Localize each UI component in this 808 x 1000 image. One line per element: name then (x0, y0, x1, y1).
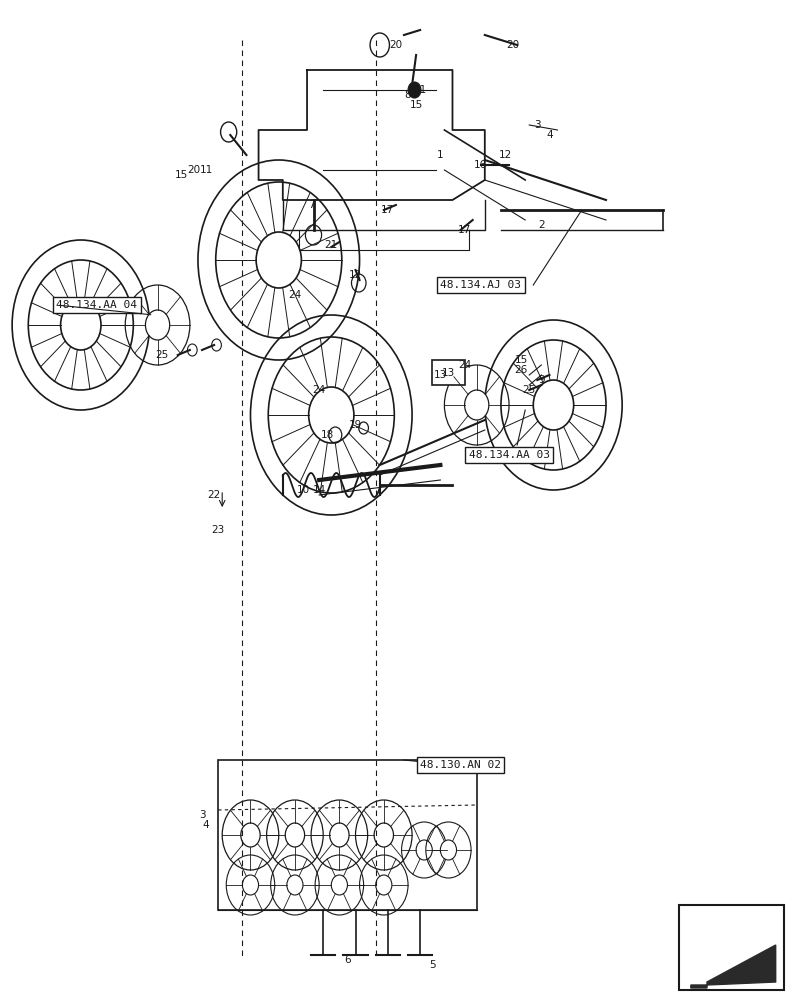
Circle shape (287, 875, 303, 895)
Text: 10: 10 (297, 485, 309, 495)
Bar (679, 905, 784, 990)
Text: 6: 6 (344, 955, 351, 965)
Text: 15: 15 (175, 170, 188, 180)
Text: 25: 25 (155, 350, 168, 360)
Text: 3: 3 (534, 120, 541, 130)
Text: 19: 19 (349, 420, 362, 430)
Circle shape (465, 390, 489, 420)
Circle shape (374, 823, 393, 847)
Circle shape (309, 387, 354, 443)
Text: 20: 20 (187, 165, 200, 175)
Circle shape (331, 875, 347, 895)
Text: 20: 20 (507, 40, 520, 50)
Text: 21: 21 (325, 240, 338, 250)
Text: 4: 4 (203, 820, 209, 830)
Text: 11: 11 (414, 85, 427, 95)
Text: 48.134.AJ 03: 48.134.AJ 03 (440, 280, 521, 290)
Text: 22: 22 (208, 490, 221, 500)
Circle shape (408, 82, 421, 98)
Text: 12: 12 (499, 150, 511, 160)
Text: 12: 12 (349, 270, 362, 280)
Text: 24: 24 (288, 290, 301, 300)
Circle shape (187, 344, 197, 356)
Text: 9: 9 (538, 375, 545, 385)
Text: 20: 20 (389, 40, 402, 50)
Text: 24: 24 (313, 385, 326, 395)
Text: 11: 11 (200, 165, 213, 175)
Circle shape (256, 232, 301, 288)
Text: 48.134.AA 04: 48.134.AA 04 (57, 300, 137, 310)
Text: 15: 15 (515, 355, 528, 365)
Text: 18: 18 (321, 430, 334, 440)
Text: 24: 24 (458, 360, 471, 370)
Bar (218, 760, 477, 910)
Text: 1: 1 (437, 150, 444, 160)
Circle shape (145, 310, 170, 340)
Text: 5: 5 (429, 960, 436, 970)
Circle shape (212, 339, 221, 351)
Text: 15: 15 (410, 100, 423, 110)
Text: 25: 25 (523, 385, 536, 395)
Bar (432, 360, 465, 385)
Text: 4: 4 (546, 130, 553, 140)
Circle shape (241, 823, 260, 847)
Text: 17: 17 (381, 205, 394, 215)
Circle shape (285, 823, 305, 847)
Text: 8: 8 (405, 90, 411, 100)
Text: 16: 16 (474, 160, 487, 170)
Circle shape (330, 823, 349, 847)
Text: 2: 2 (538, 220, 545, 230)
Circle shape (61, 300, 101, 350)
Circle shape (242, 875, 259, 895)
Text: 14: 14 (313, 485, 326, 495)
Text: 48.134.AA 03: 48.134.AA 03 (469, 450, 549, 460)
Text: 13: 13 (434, 370, 447, 380)
Text: 3: 3 (199, 810, 205, 820)
Text: 23: 23 (212, 525, 225, 535)
Text: 13: 13 (442, 368, 455, 378)
Circle shape (416, 840, 432, 860)
Polygon shape (691, 945, 776, 988)
Text: 26: 26 (515, 365, 528, 375)
Text: 17: 17 (458, 225, 471, 235)
Circle shape (376, 875, 392, 895)
Circle shape (440, 840, 457, 860)
Text: 48.130.AN 02: 48.130.AN 02 (420, 760, 501, 770)
Text: 7: 7 (308, 200, 314, 210)
Circle shape (533, 380, 574, 430)
